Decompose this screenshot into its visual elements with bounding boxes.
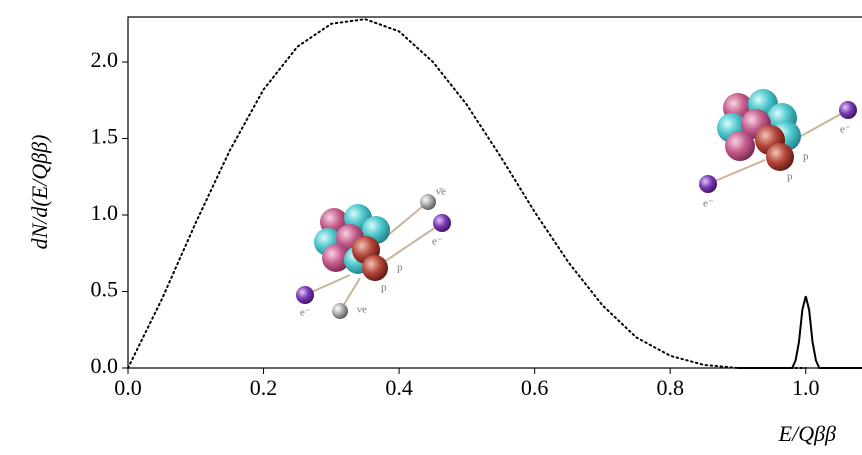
y-tick-label: 1.5 [91,124,119,149]
y-tick-label: 2.0 [91,47,119,72]
y-axis-label: dN/d(E/Qββ) [27,135,52,250]
electron [839,101,857,119]
annotation: p [381,282,387,294]
neutrino [332,303,348,319]
series-line [127,18,807,369]
neutrino [420,194,436,210]
electron [296,286,314,304]
y-tick-label: 1.0 [91,200,119,225]
annotation: p [803,151,809,163]
nucleon [362,255,388,281]
nucleon [766,143,794,171]
annotation: p [397,262,403,274]
track [707,159,766,185]
annotation: e⁻ [703,198,714,210]
x-tick-label: 0.0 [114,375,142,400]
annotation: e⁻ [432,236,443,248]
nucleon [725,131,755,161]
plot-frame [127,16,862,369]
x-tick-label: 0.2 [250,375,278,400]
illustration-neutrinoless: e⁻ p p e⁻ [699,89,857,210]
annotation: p [787,171,793,183]
annotation: ν̄e [436,186,446,198]
nucleon [322,244,350,272]
y-tick-label: 0.0 [91,353,119,378]
electron [433,214,451,232]
annotation: e⁻ [300,307,311,319]
x-tick-label: 0.8 [656,375,684,400]
annotation: νe [357,304,367,316]
series-line [737,295,862,369]
electron [699,175,717,193]
x-axis-label: E/Qββ [778,421,836,446]
track [374,222,443,269]
x-tick-label: 0.6 [521,375,549,400]
axes: 0.0 0.5 1.0 1.5 2.0 0.0 0.2 0.4 0.6 0.8 1.0 [91,16,862,400]
x-tick-label: 1.0 [792,375,820,400]
x-tick-label: 0.4 [385,375,413,400]
y-tick-label: 0.5 [91,277,119,302]
annotation: e⁻ [840,124,851,136]
illustration-two-neutrino: ν̄e e⁻ p p e⁻ νe [296,186,451,319]
